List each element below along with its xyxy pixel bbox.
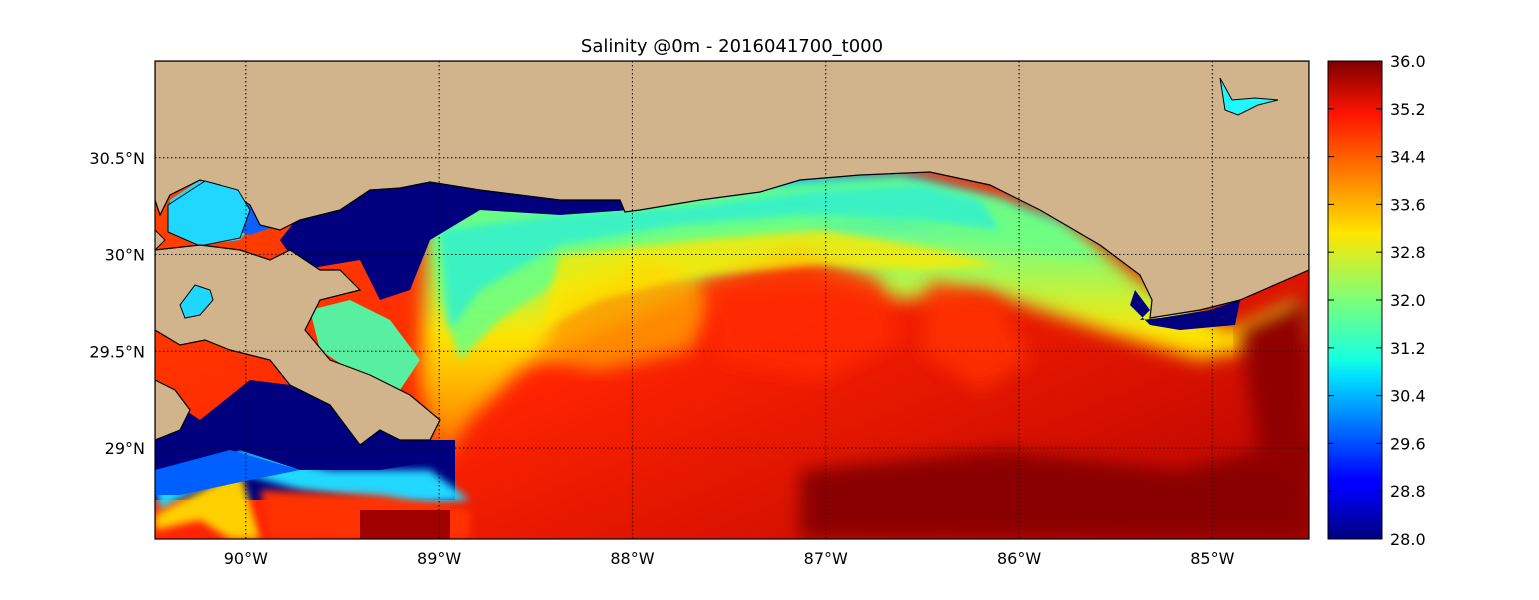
- sea-marsh-mix: [310, 300, 420, 390]
- colorbar-tick-label: 35.2: [1390, 100, 1426, 119]
- y-tick-label: 29°N: [105, 439, 145, 458]
- sea-east-maroon: [1240, 300, 1309, 480]
- x-tick-label: 85°W: [1190, 549, 1234, 568]
- colorbar-tick-label: 28.0: [1390, 530, 1426, 549]
- land-lake-ponchartrain: [179, 284, 214, 319]
- sea-cyan-band: [440, 185, 1000, 330]
- sea-red-eddy: [700, 250, 900, 380]
- colorbar-tick-label: 33.6: [1390, 195, 1426, 214]
- y-tick-label: 30°N: [105, 246, 145, 265]
- land-lake-cutout: [167, 180, 251, 247]
- colorbar-tick-label: 29.6: [1390, 434, 1426, 453]
- x-axis-ticks: 90°W 89°W 88°W 87°W 86°W 85°W: [224, 549, 1235, 568]
- sea-bay-blue: [155, 450, 300, 495]
- land-sw-peninsula: [155, 379, 191, 441]
- map-area: [155, 61, 1309, 539]
- y-axis-ticks: 30.5°N 30°N 29.5°N 29°N: [89, 149, 145, 458]
- colorbar-tick-label: 30.4: [1390, 387, 1426, 406]
- sea-coastal-darkblue: [280, 140, 660, 300]
- sea-red-eddy-2: [920, 280, 1030, 390]
- colorbar: [1327, 60, 1383, 540]
- gridlines: [155, 61, 1309, 539]
- land-delta: [155, 244, 441, 446]
- colorbar-tick-label: 28.8: [1390, 482, 1426, 501]
- colorbar-tick-label: 36.0: [1390, 52, 1426, 71]
- x-tick-label: 86°W: [997, 549, 1041, 568]
- map-frame: [154, 60, 1310, 540]
- land-east-bay-lake: [1219, 77, 1279, 116]
- x-tick-label: 89°W: [417, 549, 461, 568]
- sea-sw-maroon: [360, 510, 450, 539]
- colorbar-tick-label: 31.2: [1390, 339, 1426, 358]
- y-tick-label: 29.5°N: [89, 342, 145, 361]
- x-tick-label: 87°W: [804, 549, 848, 568]
- x-tick-label: 88°W: [610, 549, 654, 568]
- sea-orange-swirl: [540, 260, 720, 370]
- land-island-west: [155, 229, 166, 251]
- colorbar-tick-label: 32.8: [1390, 243, 1426, 262]
- colorbar-tick-label: 34.4: [1390, 148, 1426, 167]
- y-tick-label: 30.5°N: [89, 149, 145, 168]
- chart-title: Salinity @0m - 2016041700_t000: [580, 36, 884, 57]
- x-tick-label: 90°W: [224, 549, 268, 568]
- sea-bay-darkblue: [155, 380, 440, 480]
- sea-east-darkblue: [1130, 290, 1240, 330]
- colorbar-ticks: 36.0 35.2 34.4 33.6 32.8 32.0 31.2 30.4 29.6 28.8…: [1328, 52, 1426, 549]
- sea-se-maroon: [800, 440, 1309, 539]
- sea-sw-yellow: [155, 470, 260, 539]
- colorbar-tick-label: 32.0: [1390, 291, 1426, 310]
